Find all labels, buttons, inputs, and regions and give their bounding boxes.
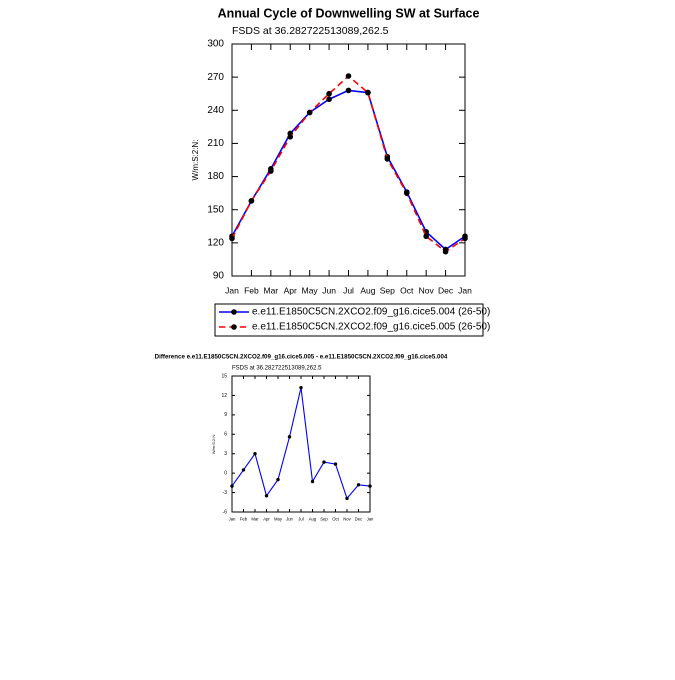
- data-point: [264, 494, 269, 498]
- x-tick-label: Feb: [244, 285, 259, 295]
- data-point: [384, 156, 391, 162]
- data-point: [403, 190, 410, 196]
- data-point: [230, 484, 234, 488]
- data-point: [356, 483, 361, 487]
- x-tick-label: Aug: [360, 285, 375, 295]
- data-point: [253, 452, 257, 456]
- y-tick-label: -6: [223, 509, 228, 515]
- x-tick-label: Jan: [225, 285, 239, 295]
- data-point: [365, 89, 371, 96]
- legend-label: e.e11.E1850C5CN.2XCO2.f09_g16.cice5.005 …: [252, 322, 490, 333]
- data-point: [326, 96, 332, 103]
- data-point: [268, 168, 274, 174]
- data-point: [276, 477, 280, 482]
- data-point: [287, 435, 292, 439]
- chart-title: Annual Cycle of Downwelling SW at Surfac…: [218, 6, 480, 20]
- x-tick-label: Sep: [320, 517, 328, 522]
- y-tick-label: 210: [207, 138, 224, 149]
- y-tick-label: 180: [207, 171, 224, 182]
- data-point: [345, 87, 352, 94]
- x-tick-label: Nov: [343, 517, 351, 522]
- data-point: [299, 385, 303, 390]
- chart-subtitle: FSDS at 36.282722513089,262.5: [232, 25, 389, 37]
- data-point: [326, 90, 332, 97]
- y-axis-label: W/m:S:2:N:: [191, 140, 200, 181]
- x-tick-label: Jan: [458, 285, 472, 295]
- y-tick-label: 90: [213, 271, 225, 282]
- y-tick-label: 12: [221, 393, 227, 399]
- y-tick-label: 15: [221, 373, 227, 379]
- x-tick-label: May: [274, 517, 283, 522]
- data-point: [345, 73, 352, 79]
- x-tick-label: Sep: [380, 285, 395, 295]
- data-point: [306, 109, 313, 116]
- data-point: [333, 462, 338, 466]
- x-tick-label: Mar: [264, 285, 279, 295]
- data-point: [462, 235, 468, 242]
- legend-marker: [231, 324, 237, 330]
- x-tick-label: Jul: [298, 517, 303, 522]
- data-point: [241, 468, 246, 472]
- legend-label: e.e11.E1850C5CN.2XCO2.f09_g16.cice5.004 …: [252, 307, 490, 318]
- y-tick-label: 0: [224, 470, 227, 476]
- x-tick-label: Nov: [419, 285, 435, 295]
- x-tick-label: Apr: [284, 285, 297, 295]
- x-tick-label: Dec: [438, 285, 454, 295]
- x-tick-label: Oct: [332, 517, 339, 522]
- x-tick-label: Feb: [240, 517, 248, 522]
- y-tick-label: -3: [223, 490, 228, 496]
- data-point: [310, 479, 315, 484]
- x-tick-label: Aug: [309, 517, 317, 522]
- data-point: [345, 496, 349, 501]
- chart-subtitle: FSDS at 36.282722513089,262.5: [232, 366, 322, 372]
- y-tick-label: 300: [207, 39, 224, 50]
- x-tick-label: Jun: [286, 517, 293, 522]
- y-tick-label: 120: [207, 237, 224, 248]
- data-point: [229, 235, 235, 242]
- x-tick-label: Apr: [263, 517, 270, 522]
- x-tick-label: Jan: [367, 517, 374, 522]
- data-point: [423, 233, 429, 240]
- data-point: [322, 460, 326, 464]
- y-tick-label: 240: [207, 105, 224, 116]
- y-tick-label: 9: [224, 412, 227, 418]
- data-point: [442, 248, 449, 255]
- x-tick-label: Jul: [343, 285, 354, 295]
- x-tick-label: Oct: [400, 285, 414, 295]
- y-tick-label: 270: [207, 72, 224, 83]
- x-tick-label: Dec: [355, 517, 363, 522]
- x-tick-label: May: [302, 285, 319, 295]
- data-point: [287, 134, 294, 140]
- legend-box: [214, 303, 484, 337]
- y-tick-label: 3: [224, 451, 227, 457]
- data-point: [368, 484, 372, 488]
- y-tick-label: 6: [224, 432, 227, 438]
- data-point: [248, 198, 255, 204]
- x-tick-label: Jan: [229, 517, 236, 522]
- legend-marker: [231, 309, 237, 315]
- y-axis-label: W/m:S:2:N:: [211, 434, 216, 454]
- y-tick-label: 150: [207, 204, 224, 215]
- chart-title: Difference e.e11.E1850C5CN.2XCO2.f09_g16…: [155, 354, 448, 361]
- x-tick-label: Jun: [322, 285, 336, 295]
- x-tick-label: Mar: [251, 517, 259, 522]
